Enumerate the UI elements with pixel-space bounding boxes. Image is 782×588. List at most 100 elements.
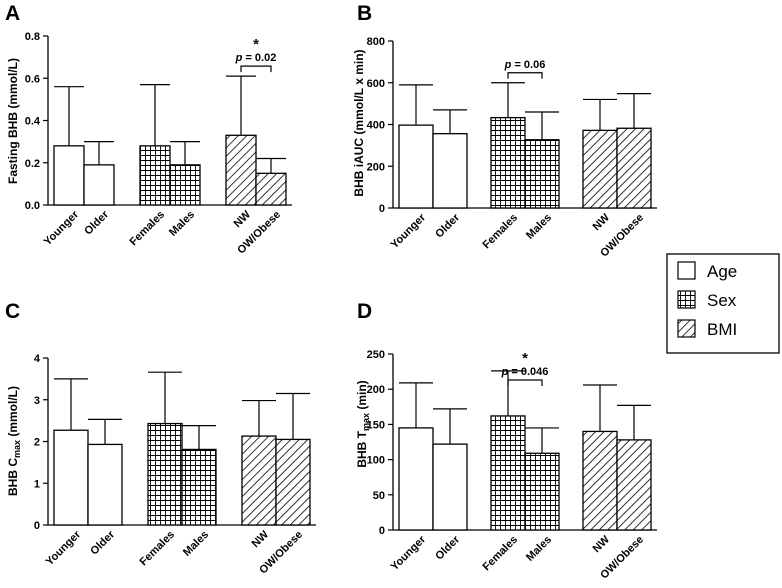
- panel-a: A Fasting BHB (mmol/L) 0.0 0.2 0.4 0.6 0.8 Yo…: [5, 2, 292, 256]
- panel-b-bar-ow-obese: [616, 127, 652, 209]
- panel-c-y-axis-label-tail: (mmol/L): [6, 386, 20, 440]
- panel-d-bar-ow-obese: [616, 439, 652, 531]
- panel-c-bar-older: [87, 443, 123, 526]
- panel-b-bar-males: [524, 139, 560, 209]
- panel-d-y-tick-label: 250: [367, 349, 385, 361]
- panel-b-category-label: Younger: [389, 211, 429, 251]
- panel-d-plot: 0 50 100 150 200 250 Younger Older Females Males N…: [367, 349, 657, 581]
- panel-a-p-value: p = 0.02: [235, 52, 277, 64]
- panel-c-bar-females: [147, 422, 183, 526]
- panel-d-y-tick-label: 200: [367, 384, 385, 396]
- panel-a-bar-ow-obese: [255, 172, 287, 206]
- panel-a-category-label: NW: [232, 208, 254, 230]
- panel-d-y-axis-label-sub: max: [361, 413, 371, 431]
- panel-a-y-tick-label: 0.2: [25, 158, 40, 170]
- panel-a-significance-star: *: [253, 36, 259, 53]
- panel-a-bar-nw: [225, 134, 257, 206]
- panel-a-y-tick-label: 0.0: [25, 200, 40, 212]
- panel-b-bar-nw: [582, 129, 618, 209]
- panel-a-category-label: Males: [167, 209, 197, 239]
- panel-d-bar-females: [490, 415, 526, 531]
- legend-label-sex: Sex: [707, 291, 737, 310]
- panel-c-y-tick-label: 0: [34, 520, 40, 532]
- panel-c-y-tick-label: 1: [34, 478, 40, 490]
- panel-a-plot: 0.0 0.2 0.4 0.6 0.8 Younger Older Females Males N…: [25, 31, 292, 256]
- panel-c-y-tick-label: 4: [34, 353, 41, 365]
- panel-d-bar-males: [524, 452, 560, 531]
- panel-d-letter: D: [357, 300, 372, 323]
- panel-a-significance-bracket: [240, 65, 272, 73]
- panel-a-y-tick-label: 0.6: [25, 73, 40, 85]
- panel-c-bar-younger: [53, 429, 89, 526]
- panel-c-y-tick-label: 3: [34, 395, 40, 407]
- panel-d-category-label: Females: [481, 534, 521, 574]
- panel-d-y-tick-label: 100: [367, 455, 385, 467]
- panel-d-y-axis-label-tail: (min): [355, 380, 369, 413]
- panel-b-y-tick-label: 0: [379, 203, 385, 215]
- panel-a-y-tick-label: 0.4: [25, 116, 41, 128]
- panel-b-bar-older: [432, 133, 468, 209]
- panel-a-category-label: Females: [128, 209, 168, 249]
- panel-b: B BHB iAUC (mmol/L x min) 0 200 400 600 800 Y…: [352, 2, 657, 259]
- panel-b-y-tick-label: 600: [367, 78, 385, 90]
- panel-d-y-tick-label: 0: [379, 525, 385, 537]
- panel-b-bar-younger: [398, 124, 434, 209]
- panel-d-category-label: NW: [591, 533, 613, 555]
- legend-label-bmi: BMI: [707, 320, 737, 339]
- panel-c-category-label: Younger: [44, 528, 84, 568]
- panel-c-letter: C: [5, 300, 20, 323]
- panel-d: D BHB Tmax (min) 0 50 100 150 200 250 Younger O…: [355, 300, 657, 581]
- panel-d-bar-older: [432, 443, 468, 531]
- legend-swatch-age: [677, 261, 696, 280]
- legend-swatch-sex: [677, 290, 696, 309]
- panel-c-category-label: Older: [88, 528, 117, 557]
- panel-b-significance-bracket: [507, 72, 543, 79]
- panel-a-category-label: Younger: [42, 208, 82, 248]
- panel-b-category-label: NW: [591, 211, 613, 233]
- legend-label-age: Age: [707, 262, 737, 281]
- panel-b-category-label: Females: [481, 212, 521, 252]
- panel-b-letter: B: [357, 2, 372, 25]
- panel-c-y-axis-label-main: BHB C: [6, 458, 20, 496]
- panel-d-significance-bracket: [507, 379, 543, 386]
- panel-a-category-label: Older: [82, 208, 111, 237]
- panel-c-y-axis-label: BHB Cmax (mmol/L): [6, 386, 22, 496]
- panel-d-p-value: p = 0.046: [501, 366, 549, 378]
- panel-b-category-label: Males: [524, 212, 554, 242]
- panel-b-y-axis-label: BHB iAUC (mmol/L x min): [352, 49, 366, 196]
- panel-a-letter: A: [5, 2, 20, 25]
- panel-d-category-label: Males: [524, 534, 554, 564]
- panel-c: C BHB Cmax (mmol/L) 0 1 2 3 4 Younger Older Fem…: [5, 300, 316, 576]
- panel-d-y-axis-label: BHB Tmax (min): [355, 380, 371, 467]
- panel-c-category-label: NW: [250, 528, 272, 550]
- panel-c-bar-ow-obese: [275, 438, 311, 526]
- panel-a-y-tick-label: 0.8: [25, 31, 40, 43]
- panel-d-significance-star: *: [522, 350, 528, 367]
- panel-b-bar-females: [490, 116, 526, 209]
- panel-c-category-label: Males: [181, 529, 211, 559]
- panel-b-y-tick-label: 400: [367, 120, 385, 132]
- panel-b-y-tick-label: 800: [367, 36, 385, 48]
- panel-a-y-axis-label: Fasting BHB (mmol/L): [6, 58, 20, 184]
- panel-c-category-label: Females: [138, 529, 178, 569]
- panel-a-bar-males: [169, 164, 201, 206]
- panel-a-bar-younger: [53, 145, 85, 206]
- panel-d-y-tick-label: 150: [367, 419, 385, 431]
- panel-d-y-axis-label-main: BHB T: [355, 430, 369, 467]
- panel-c-y-tick-label: 2: [34, 437, 40, 449]
- panel-c-bar-males: [181, 448, 217, 526]
- legend-swatch-bmi: [677, 319, 696, 338]
- panel-b-category-label: Older: [433, 211, 462, 240]
- panel-b-y-tick-label: 200: [367, 161, 385, 173]
- panel-d-category-label: Younger: [389, 533, 429, 573]
- panel-c-bar-nw: [241, 435, 277, 526]
- panel-a-bar-older: [83, 164, 115, 206]
- panel-a-bar-females: [139, 145, 171, 206]
- panel-d-bar-younger: [398, 427, 434, 531]
- panel-d-bar-nw: [582, 430, 618, 531]
- panel-d-y-tick-label: 50: [373, 490, 385, 502]
- panel-b-p-value: p = 0.06: [504, 59, 546, 71]
